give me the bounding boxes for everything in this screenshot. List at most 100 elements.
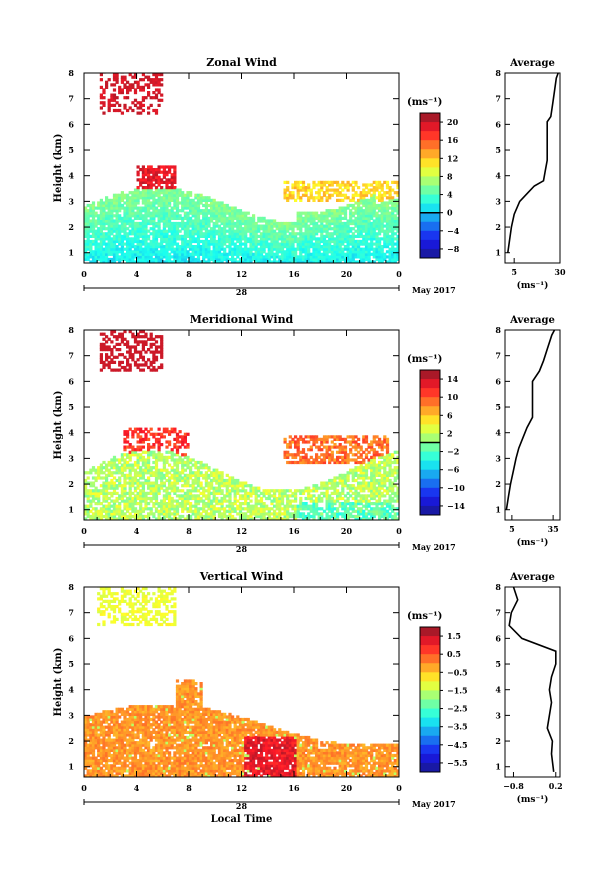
heatmap-cell: [336, 255, 340, 259]
heatmap-cell: [291, 239, 295, 244]
heatmap-cell: [391, 206, 395, 210]
heatmap-cell: [375, 252, 379, 256]
heatmap-cell: [102, 214, 106, 218]
heatmap-cell: [133, 198, 138, 202]
heatmap-cell: [118, 193, 122, 197]
heatmap-cell: [238, 219, 243, 223]
heatmap-cell: [147, 165, 151, 169]
heatmap-cell: [112, 229, 117, 233]
heatmap-cell: [291, 237, 295, 241]
heatmap-cell: [175, 476, 180, 480]
heatmap-cell: [391, 260, 395, 263]
heatmap-cell: [107, 242, 111, 246]
heatmap-cell: [126, 476, 130, 480]
heatmap-cell: [110, 478, 114, 483]
heatmap-cell: [165, 237, 169, 241]
heatmap-cell: [147, 198, 151, 202]
heatmap-cell: [299, 437, 303, 441]
heatmap-cell: [341, 252, 345, 256]
heatmap-cell: [202, 250, 206, 254]
heatmap-cell: [351, 239, 355, 244]
heatmap-cell: [84, 214, 88, 218]
heatmap-cell: [152, 209, 156, 213]
heatmap-cell: [328, 453, 332, 457]
heatmap-cell: [217, 255, 222, 259]
heatmap-cell: [233, 507, 237, 511]
colorbar-step: [420, 203, 440, 214]
heatmap-cell: [152, 514, 156, 519]
heatmap-cell: [194, 214, 198, 218]
heatmap-cell: [149, 471, 153, 475]
heatmap-cell: [157, 219, 161, 223]
heatmap-cell: [162, 170, 166, 174]
heatmap-cell: [139, 260, 143, 263]
heatmap-cell: [120, 78, 124, 82]
heatmap-cell: [152, 450, 156, 454]
heatmap-cell: [84, 517, 88, 520]
heatmap-cell: [131, 335, 135, 339]
heatmap-cell: [275, 250, 279, 254]
heatmap-cell: [322, 435, 327, 439]
heatmap-cell: [254, 255, 258, 259]
heatmap-cell: [259, 504, 264, 508]
heatmap-cell: [333, 460, 337, 465]
heatmap-cell: [136, 221, 140, 226]
heatmap-cell: [168, 170, 172, 174]
heatmap-cell: [228, 494, 232, 498]
heatmap-cell: [283, 517, 287, 520]
heatmap-cell: [120, 239, 124, 244]
heatmap-cell: [223, 229, 227, 233]
heatmap-cell: [233, 229, 237, 233]
heatmap-cell: [186, 250, 190, 254]
heatmap-1: [84, 330, 399, 520]
heatmap-cell: [388, 221, 392, 226]
heatmap-cell: [336, 198, 340, 202]
heatmap-cell: [152, 350, 156, 354]
heatmap-cell: [225, 517, 229, 520]
heatmap-cell: [120, 250, 124, 254]
heatmap-cell: [196, 499, 201, 503]
heatmap-cell: [299, 489, 303, 493]
heatmap-cell: [189, 252, 193, 256]
heatmap-cell: [328, 239, 332, 244]
heatmap-cell: [105, 260, 109, 263]
heatmap-cell: [128, 453, 132, 457]
heatmap-cell: [388, 252, 392, 256]
heatmap-cell: [154, 368, 159, 372]
heatmap-cell: [94, 494, 98, 498]
heatmap-cell: [336, 221, 340, 226]
heatmap-cell: [299, 260, 303, 263]
heatmap-cell: [338, 245, 342, 249]
heatmap-cell: [86, 203, 90, 208]
heatmap-cell: [173, 255, 177, 259]
heatmap-cell: [301, 455, 306, 459]
heatmap-cell: [120, 335, 124, 339]
heatmap-cell: [278, 232, 282, 236]
heatmap-cell: [173, 509, 177, 513]
heatmap-cell: [322, 481, 327, 485]
heatmap-cell: [393, 214, 397, 218]
heatmap-cell: [128, 198, 132, 202]
heatmap-cell: [236, 229, 240, 233]
heatmap-cell: [131, 250, 135, 254]
y-tick-label: 3: [68, 196, 74, 206]
heatmap-cell: [157, 514, 161, 519]
heatmap-cell: [396, 180, 399, 184]
heatmap-cell: [115, 78, 119, 82]
heatmap-cell: [291, 512, 295, 516]
heatmap-cell: [110, 260, 114, 263]
heatmap-cell: [249, 507, 253, 511]
heatmap-cell: [178, 514, 182, 519]
heatmap-cell: [212, 476, 216, 480]
heatmap-cell: [249, 250, 253, 254]
heatmap-cell: [94, 478, 98, 483]
heatmap-cell: [91, 494, 96, 498]
heatmap-cell: [102, 206, 106, 210]
heatmap-cell: [270, 239, 274, 244]
heatmap-cell: [105, 80, 109, 84]
heatmap-cell: [262, 260, 266, 263]
heatmap-cell: [147, 91, 151, 95]
heatmap-cell: [296, 216, 300, 220]
heatmap-cell: [107, 514, 111, 519]
heatmap-cell: [126, 257, 130, 262]
